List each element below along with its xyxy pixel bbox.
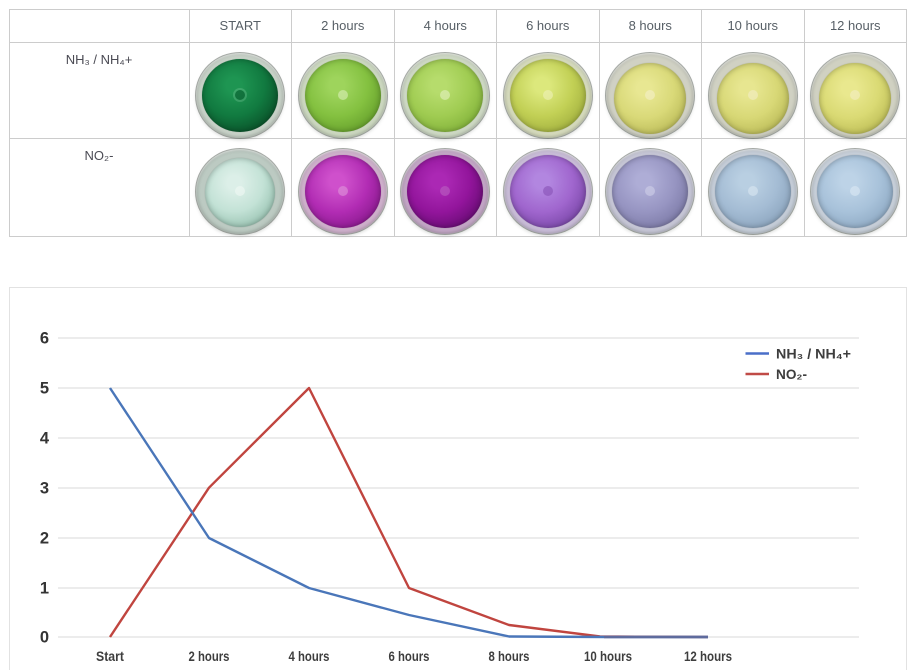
svg-text:NH₃ / NH₄+: NH₃ / NH₄+: [776, 346, 851, 362]
svg-text:0: 0: [40, 629, 49, 647]
svg-text:2: 2: [40, 530, 49, 548]
svg-text:4: 4: [40, 430, 50, 448]
svg-text:Start: Start: [96, 649, 124, 664]
svg-text:8 hours: 8 hours: [489, 649, 530, 664]
svg-text:6 hours: 6 hours: [389, 649, 430, 664]
svg-text:1: 1: [40, 580, 49, 598]
svg-text:10 hours: 10 hours: [584, 649, 632, 664]
svg-text:2 hours: 2 hours: [189, 649, 230, 664]
svg-text:6: 6: [40, 330, 49, 348]
svg-text:4 hours: 4 hours: [289, 649, 330, 664]
svg-text:NO₂-: NO₂-: [776, 366, 807, 382]
svg-text:3: 3: [40, 480, 49, 498]
svg-text:5: 5: [40, 380, 49, 398]
svg-text:12 hours: 12 hours: [684, 649, 732, 664]
